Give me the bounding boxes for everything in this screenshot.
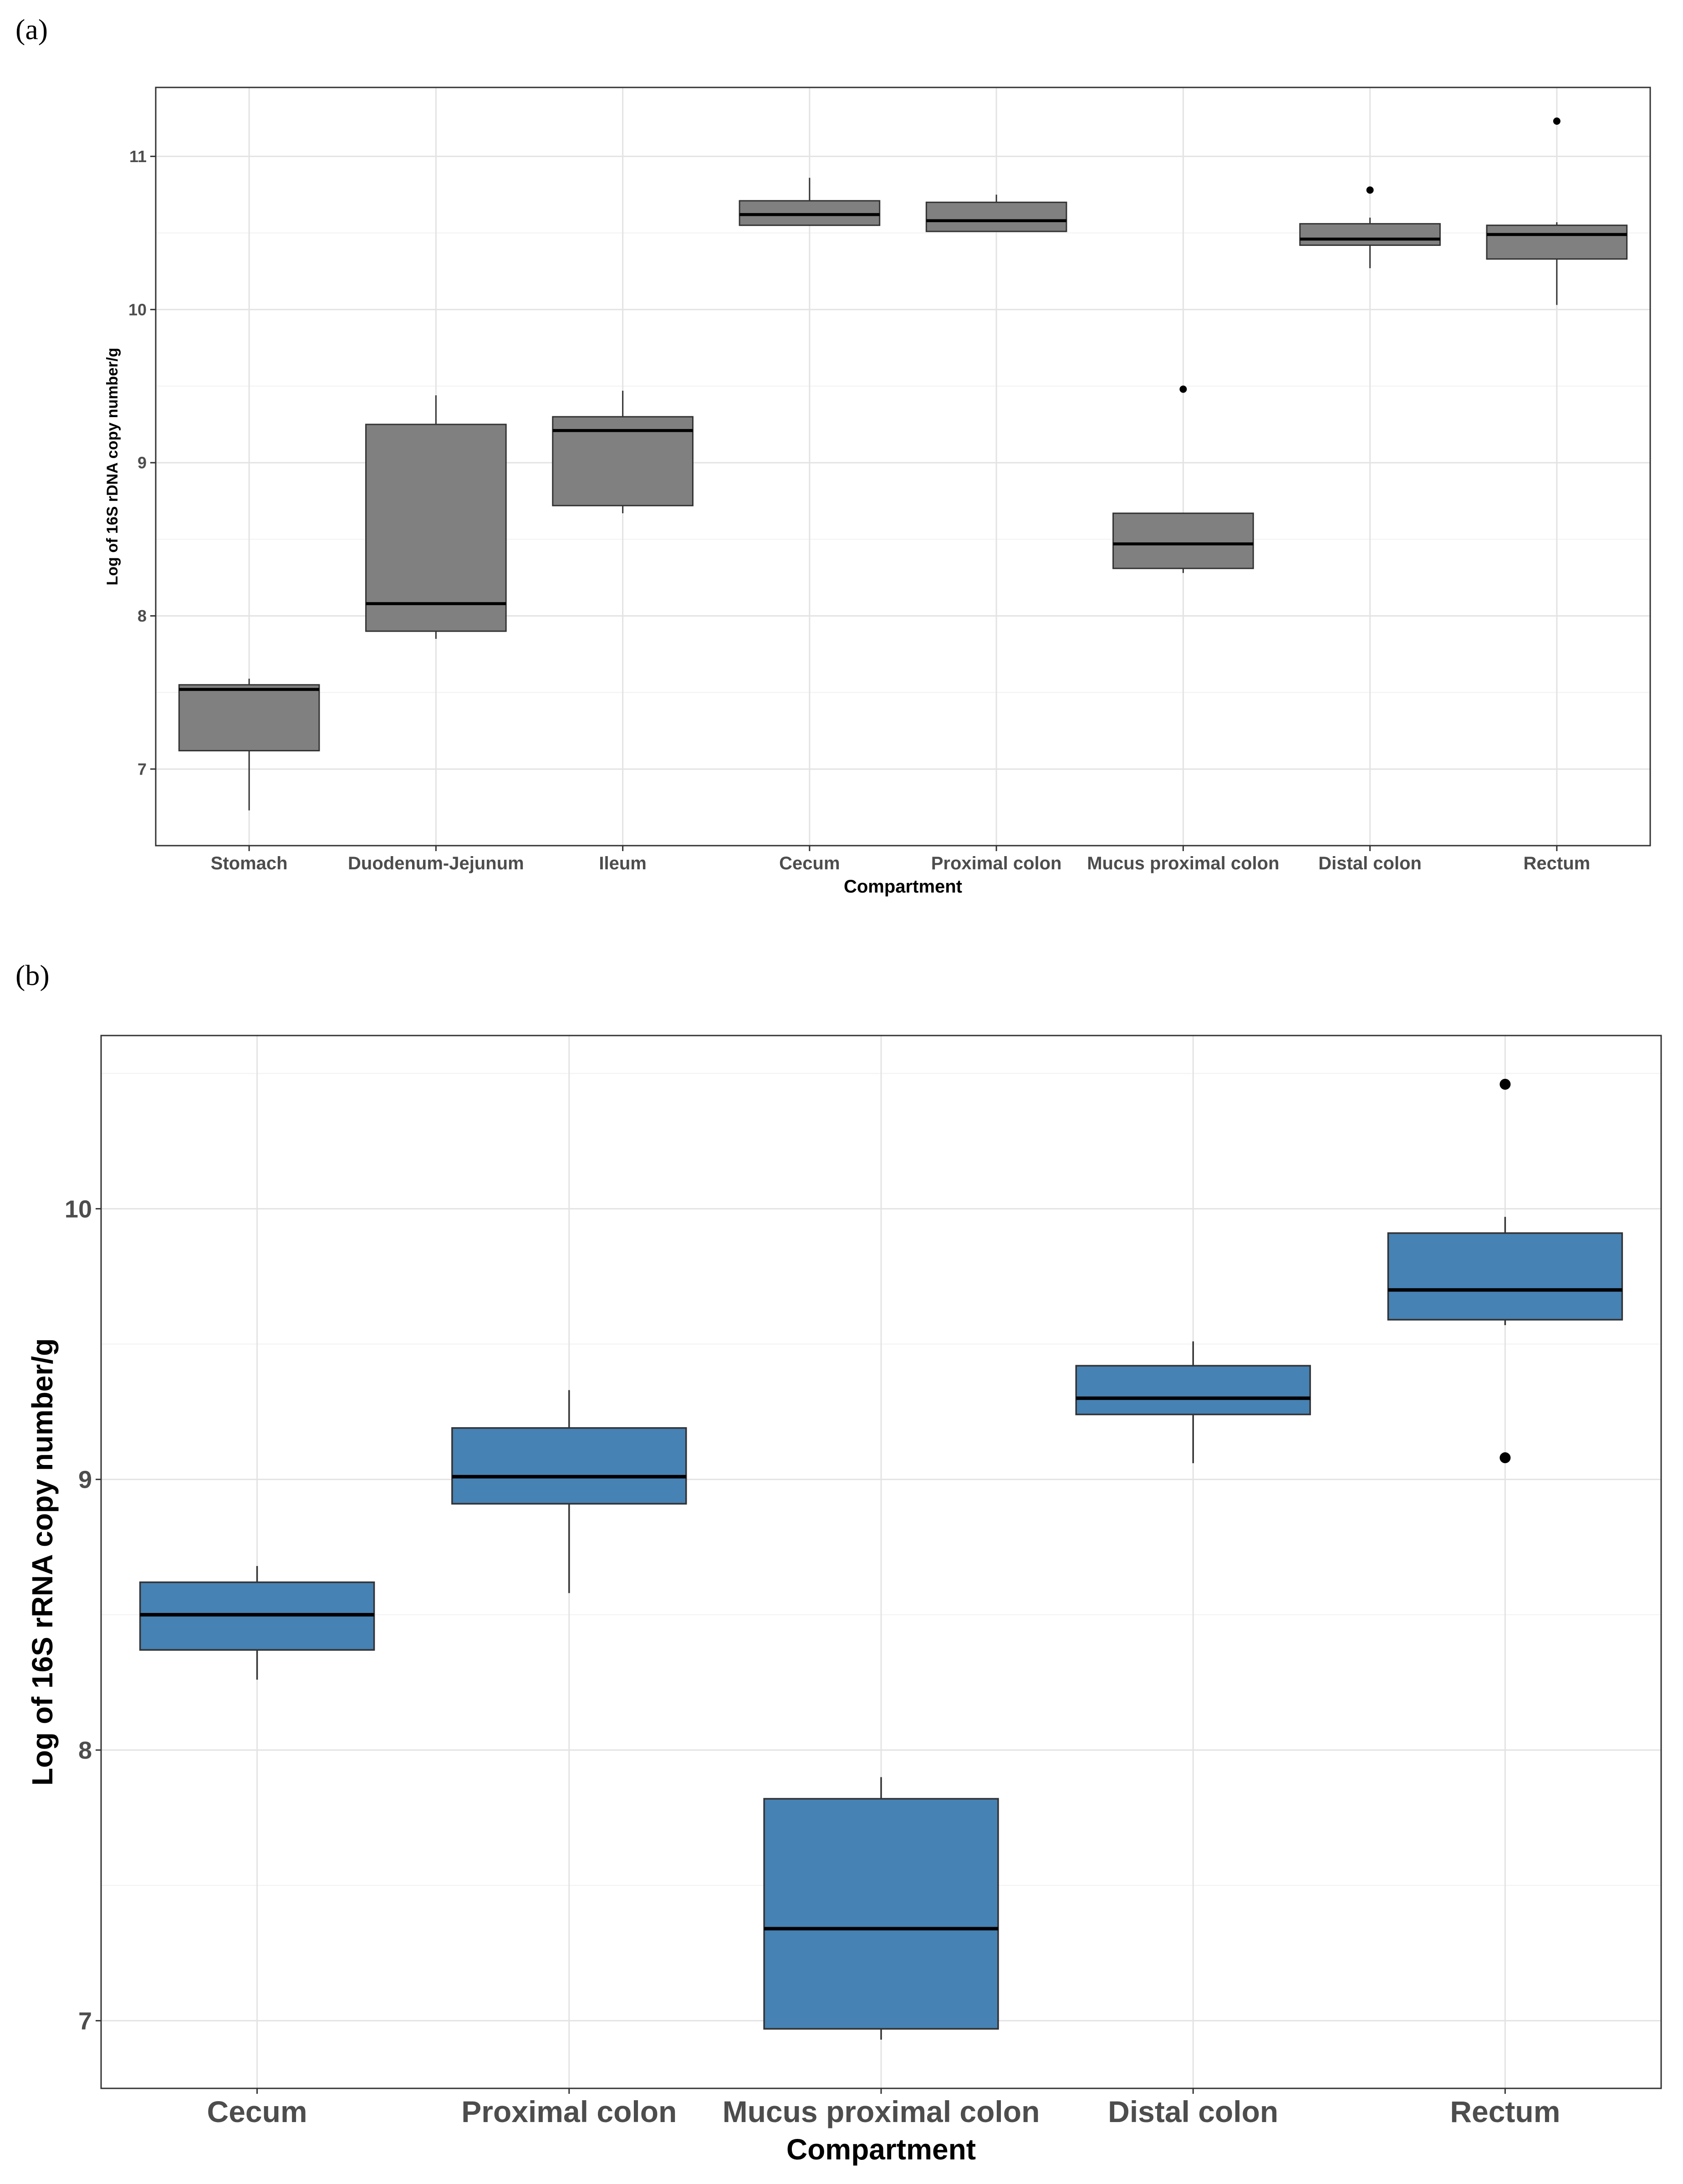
panel-border [155, 87, 1651, 847]
outlier-point [1553, 117, 1561, 125]
y-tick-label: 9 [138, 454, 147, 472]
box-mucus-proximal-colon [763, 1798, 999, 2030]
y-tick-label: 9 [78, 1466, 92, 1494]
x-tick-label: Distal colon [1318, 853, 1422, 873]
outlier-point [1179, 385, 1187, 393]
x-tick-label: Cecum [207, 2095, 307, 2128]
outlier-point [1366, 186, 1374, 194]
panel-label-a: (a) [15, 13, 48, 46]
outlier-point [1499, 1452, 1511, 1464]
outlier-point [1499, 1078, 1511, 1090]
x-tick-label: Distal colon [1108, 2095, 1278, 2128]
box-rectum [1387, 1232, 1623, 1321]
box-proximal-colon [451, 1427, 687, 1505]
x-axis-title: Compartment [786, 2133, 976, 2166]
y-tick-label: 7 [138, 760, 147, 778]
x-tick-label: Mucus proximal colon [1087, 853, 1279, 873]
y-tick-label: 10 [128, 300, 147, 319]
box-rectum [1486, 225, 1628, 260]
y-tick-label: 8 [138, 607, 147, 625]
box-distal-colon [1299, 223, 1441, 246]
box-proximal-colon [925, 201, 1067, 232]
x-tick-label: Rectum [1524, 853, 1591, 873]
x-tick-label: Duodenum-Jejunum [348, 853, 524, 873]
box-duodenum-jejunum [365, 424, 507, 632]
box-cecum [739, 200, 881, 226]
y-tick-label: 11 [129, 147, 147, 166]
y-tick-label: 7 [78, 2007, 92, 2035]
y-axis-title: Log of 16S rRNA copy number/g [26, 1338, 59, 1786]
y-tick-label: 8 [78, 1737, 92, 1764]
x-tick-label: Ileum [599, 853, 646, 873]
x-axis-title: Compartment [844, 877, 962, 897]
box-stomach [178, 684, 320, 751]
x-tick-label: Stomach [211, 853, 288, 873]
y-axis-title: Log of 16S rDNA copy number/g [104, 347, 121, 585]
x-tick-label: Cecum [779, 853, 840, 873]
y-tick-label: 10 [65, 1195, 92, 1223]
panel-label-b: (b) [15, 959, 50, 991]
x-tick-label: Proximal colon [461, 2095, 677, 2128]
box-mucus-proximal-colon [1112, 512, 1254, 569]
box-distal-colon [1075, 1365, 1311, 1415]
x-tick-label: Rectum [1450, 2095, 1560, 2128]
x-tick-label: Mucus proximal colon [723, 2095, 1040, 2128]
x-tick-label: Proximal colon [931, 853, 1062, 873]
